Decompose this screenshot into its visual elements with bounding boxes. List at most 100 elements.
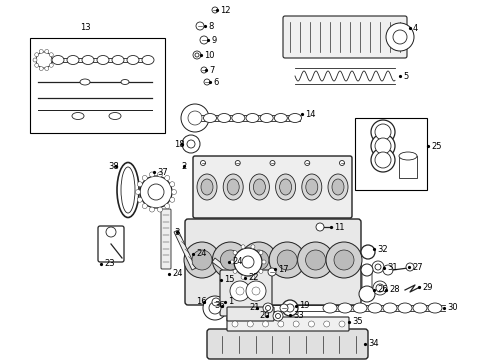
Ellipse shape xyxy=(218,113,231,122)
Text: 21: 21 xyxy=(249,303,260,312)
Ellipse shape xyxy=(80,79,90,85)
Ellipse shape xyxy=(383,303,397,313)
Circle shape xyxy=(252,287,260,295)
Circle shape xyxy=(361,245,375,259)
Circle shape xyxy=(195,53,199,57)
Text: 29: 29 xyxy=(422,283,433,292)
Circle shape xyxy=(273,311,283,321)
FancyBboxPatch shape xyxy=(283,16,407,58)
Ellipse shape xyxy=(246,113,259,122)
Circle shape xyxy=(305,161,310,166)
Text: 17: 17 xyxy=(278,265,289,274)
FancyBboxPatch shape xyxy=(207,329,368,359)
Circle shape xyxy=(376,284,384,292)
Text: 24: 24 xyxy=(172,270,182,279)
Circle shape xyxy=(339,321,345,327)
Circle shape xyxy=(165,175,170,180)
Ellipse shape xyxy=(353,303,367,313)
Circle shape xyxy=(148,184,164,200)
Text: 30: 30 xyxy=(447,303,458,312)
Text: 24: 24 xyxy=(232,257,243,266)
Circle shape xyxy=(234,248,262,276)
Circle shape xyxy=(39,49,43,53)
Circle shape xyxy=(204,79,210,85)
Circle shape xyxy=(386,23,414,51)
Circle shape xyxy=(157,207,163,212)
Circle shape xyxy=(192,250,212,270)
Circle shape xyxy=(36,52,52,68)
FancyBboxPatch shape xyxy=(193,156,352,218)
Circle shape xyxy=(188,111,202,125)
Circle shape xyxy=(233,269,237,273)
Circle shape xyxy=(45,67,49,71)
Circle shape xyxy=(316,223,324,231)
Ellipse shape xyxy=(201,179,213,195)
Ellipse shape xyxy=(121,80,129,85)
Circle shape xyxy=(49,63,53,67)
Circle shape xyxy=(286,304,294,312)
Circle shape xyxy=(201,67,207,73)
Ellipse shape xyxy=(203,113,217,122)
Ellipse shape xyxy=(253,179,266,195)
Circle shape xyxy=(142,203,147,208)
Circle shape xyxy=(170,182,175,187)
Ellipse shape xyxy=(127,55,139,64)
Circle shape xyxy=(172,189,176,194)
Ellipse shape xyxy=(249,174,270,200)
Ellipse shape xyxy=(197,174,217,200)
Ellipse shape xyxy=(328,174,348,200)
Ellipse shape xyxy=(72,112,84,120)
Circle shape xyxy=(203,296,227,320)
Text: 36: 36 xyxy=(214,302,225,310)
Circle shape xyxy=(293,321,299,327)
Circle shape xyxy=(268,268,276,276)
Circle shape xyxy=(375,264,381,270)
Circle shape xyxy=(361,264,373,276)
Circle shape xyxy=(184,242,220,278)
Text: 14: 14 xyxy=(305,109,316,118)
Circle shape xyxy=(140,176,172,208)
Circle shape xyxy=(340,161,344,166)
Ellipse shape xyxy=(52,55,64,64)
Text: 27: 27 xyxy=(412,262,422,271)
Ellipse shape xyxy=(260,113,273,122)
Ellipse shape xyxy=(117,162,139,217)
Ellipse shape xyxy=(121,167,135,213)
Circle shape xyxy=(35,63,39,67)
Circle shape xyxy=(220,250,241,270)
Ellipse shape xyxy=(274,113,287,122)
Ellipse shape xyxy=(142,55,154,64)
Text: 34: 34 xyxy=(368,339,379,348)
Circle shape xyxy=(233,251,237,255)
Ellipse shape xyxy=(227,179,239,195)
Bar xyxy=(399,156,417,178)
Text: 37: 37 xyxy=(157,167,168,176)
Circle shape xyxy=(259,269,263,273)
Circle shape xyxy=(241,245,245,249)
Circle shape xyxy=(49,53,53,57)
Text: 24: 24 xyxy=(196,249,206,258)
Circle shape xyxy=(157,172,163,177)
Circle shape xyxy=(209,302,221,314)
Circle shape xyxy=(182,135,200,153)
Circle shape xyxy=(165,203,170,208)
Text: 8: 8 xyxy=(208,22,213,31)
Circle shape xyxy=(235,161,240,166)
Bar xyxy=(355,118,427,190)
FancyBboxPatch shape xyxy=(161,209,171,269)
Circle shape xyxy=(308,321,315,327)
Circle shape xyxy=(251,275,255,279)
Circle shape xyxy=(200,36,208,44)
Text: 11: 11 xyxy=(334,222,344,231)
Circle shape xyxy=(39,67,43,71)
Circle shape xyxy=(149,172,154,177)
Circle shape xyxy=(200,161,205,166)
Ellipse shape xyxy=(223,174,243,200)
Circle shape xyxy=(266,306,270,310)
Circle shape xyxy=(142,175,147,180)
Circle shape xyxy=(196,22,204,30)
Circle shape xyxy=(375,138,391,154)
Circle shape xyxy=(251,245,255,249)
Circle shape xyxy=(249,250,269,270)
Circle shape xyxy=(282,300,298,316)
